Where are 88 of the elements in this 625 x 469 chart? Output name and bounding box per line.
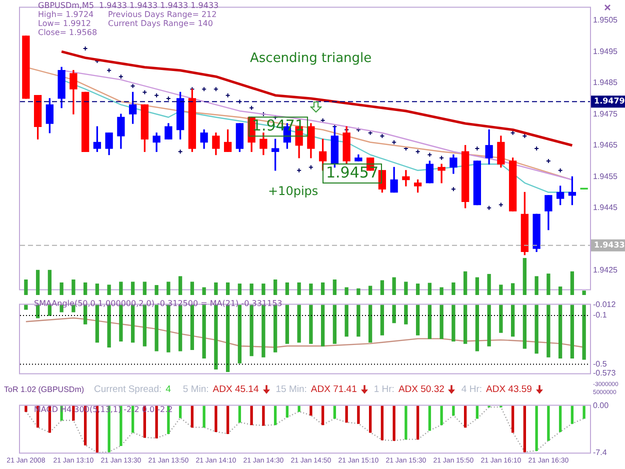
- text: ADX 71.41: [310, 383, 357, 396]
- text: Current Spread:: [94, 383, 162, 396]
- bar: [130, 282, 135, 295]
- ref-line-label: 1.9479: [594, 96, 625, 106]
- candlestick: [22, 36, 30, 99]
- bar: [534, 276, 538, 295]
- y-tick-label: 1.9475: [593, 109, 618, 118]
- annotation: Ascending triangle: [250, 50, 372, 66]
- y-tick-label: 1.9485: [593, 78, 618, 88]
- bar: [475, 277, 480, 295]
- bar: [332, 280, 337, 295]
- bar: [522, 258, 527, 295]
- bar: [416, 284, 420, 295]
- y-tick-label: 1.9495: [593, 46, 618, 56]
- bar: [72, 280, 76, 295]
- bar: [380, 280, 384, 295]
- bar: [214, 282, 218, 295]
- bar: [510, 283, 515, 295]
- text: ToR 1.02 (GBPUSDm): [4, 384, 84, 396]
- chart-title: SMAAngle(50,0.1,000000,2,0) -0.312500 = MA(21) -0.331153: [34, 299, 282, 308]
- ref-line-label: 1.9433: [594, 240, 625, 250]
- bar: [285, 282, 290, 295]
- bar: [250, 284, 254, 295]
- text: 1 Hr:: [374, 383, 394, 396]
- annotation: +10pips: [268, 184, 318, 198]
- bar: [107, 284, 111, 295]
- bar: [83, 282, 88, 295]
- y-tick-label: 1.9465: [593, 140, 618, 150]
- y-tick-label: 1.9455: [593, 172, 618, 181]
- bar: [320, 282, 325, 295]
- bar: [546, 274, 550, 295]
- bar: [273, 280, 278, 295]
- bar: [392, 277, 396, 295]
- bar: [440, 287, 444, 295]
- bar: [48, 270, 52, 295]
- y-tick-label: -0.1: [593, 310, 608, 320]
- bar: [190, 282, 194, 295]
- bar: [60, 282, 64, 295]
- line-series: [25, 406, 585, 453]
- y-tick-label: -0.5: [593, 360, 608, 369]
- bar: [452, 282, 456, 295]
- bar: [36, 270, 40, 295]
- annotation: Low= 1.9912: [38, 19, 91, 28]
- annotation: Previous Days Range= 212: [108, 10, 217, 20]
- annotation: 1.9457: [326, 163, 378, 182]
- bar: [297, 282, 301, 295]
- bar: [24, 280, 28, 295]
- y-tick-label: 1.9425: [593, 266, 618, 275]
- bar: [499, 284, 503, 295]
- bar: [154, 285, 158, 295]
- bar: [202, 287, 206, 295]
- chart-title: GBPUSDm,M5 1.9433 1.9433 1.9433 1.9433: [38, 1, 219, 10]
- bar: [368, 286, 372, 295]
- bar: [95, 284, 100, 295]
- text: ADX 50.32: [398, 383, 444, 396]
- bar: [344, 287, 348, 295]
- y-tick-label: -0.012: [593, 300, 616, 310]
- bar: [178, 276, 182, 295]
- bar: [558, 286, 562, 295]
- bar: [463, 271, 468, 295]
- bar: [309, 284, 313, 295]
- bar: [356, 288, 360, 295]
- bar: [119, 282, 123, 295]
- candlestick: [473, 160, 482, 206]
- annotation: High= 1.9724: [38, 10, 94, 20]
- bar: [404, 282, 408, 295]
- y-tick-label: 0.00: [593, 401, 610, 410]
- annotation: Close= 1.9568: [38, 28, 98, 38]
- bar: [582, 290, 586, 295]
- bar: [226, 282, 230, 295]
- bar: [238, 284, 242, 295]
- y-tick-label: 1.9505: [593, 16, 618, 25]
- bar: [262, 284, 266, 295]
- bar: [487, 274, 491, 295]
- text: 4: [166, 383, 171, 396]
- bar: [166, 282, 170, 295]
- bar: [570, 271, 574, 295]
- y-tick-label: 1.9445: [593, 203, 618, 212]
- y-tick-label: -7.4: [593, 448, 608, 457]
- text: ADX 43.59: [486, 383, 532, 396]
- text: 4 Hr:: [461, 383, 482, 396]
- annotation: Current Days Range= 140: [108, 19, 213, 28]
- bar: [142, 282, 147, 295]
- text: 5 Min:: [182, 383, 209, 396]
- bar: [428, 282, 432, 295]
- y-tick-label: -0.573: [593, 368, 616, 378]
- text: ADX 45.14: [212, 383, 259, 396]
- text: 15 Min:: [276, 383, 307, 396]
